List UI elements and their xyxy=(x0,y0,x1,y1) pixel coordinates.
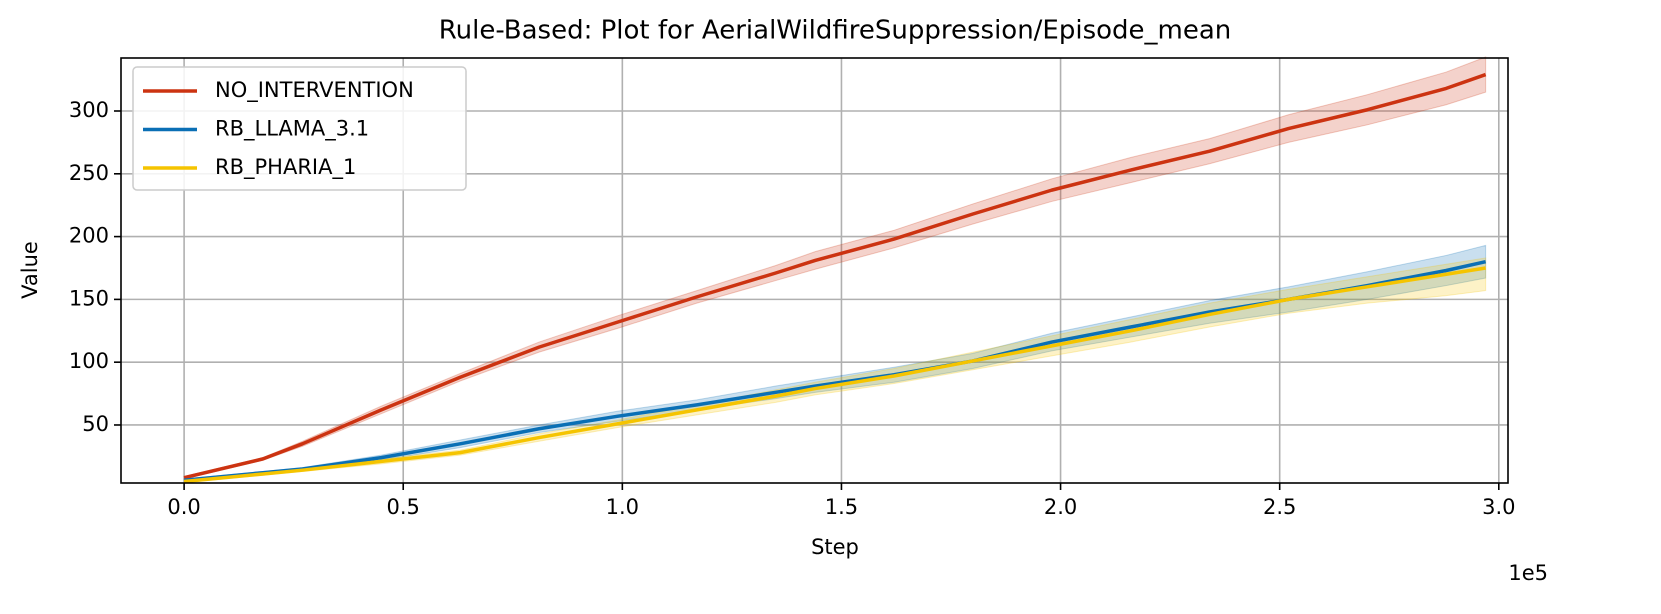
x-tick-label: 2.0 xyxy=(1044,495,1077,519)
x-tick-label: 2.5 xyxy=(1263,495,1296,519)
series-line xyxy=(183,72,1487,480)
x-tick-label: 1.5 xyxy=(825,495,858,519)
chart-title: Rule-Based: Plot for AerialWildfireSuppr… xyxy=(439,16,1232,46)
plot-frame xyxy=(120,57,1509,484)
legend: NO_INTERVENTION RB_LLAMA_3.1 RB_PHARIA_1 xyxy=(132,66,467,191)
x-tick-label: 3.0 xyxy=(1482,495,1515,519)
confidence-band xyxy=(183,244,1487,483)
y-tick-label: 150 xyxy=(69,286,109,310)
x-axis-label: Step xyxy=(811,535,859,559)
x-tick-label: 1.0 xyxy=(606,495,639,519)
y-tick-label: 300 xyxy=(69,98,109,122)
y-tick-label: 200 xyxy=(69,224,109,248)
legend-label: NO_INTERVENTION xyxy=(215,78,414,103)
y-tick-label: 50 xyxy=(82,412,109,436)
series-line xyxy=(183,266,1486,484)
y-tick-label: 250 xyxy=(69,161,109,185)
x-offset-label: 1e5 xyxy=(1508,561,1548,585)
legend-box xyxy=(132,66,467,191)
legend-label: RB_PHARIA_1 xyxy=(215,155,356,180)
confidence-band xyxy=(183,257,1487,484)
x-tick-label: 0.5 xyxy=(387,495,420,519)
y-axis-label: Value xyxy=(18,241,42,299)
x-tick-label: 0.0 xyxy=(167,495,200,519)
y-tick-label: 100 xyxy=(69,349,109,373)
legend-label: RB_LLAMA_3.1 xyxy=(215,117,369,142)
